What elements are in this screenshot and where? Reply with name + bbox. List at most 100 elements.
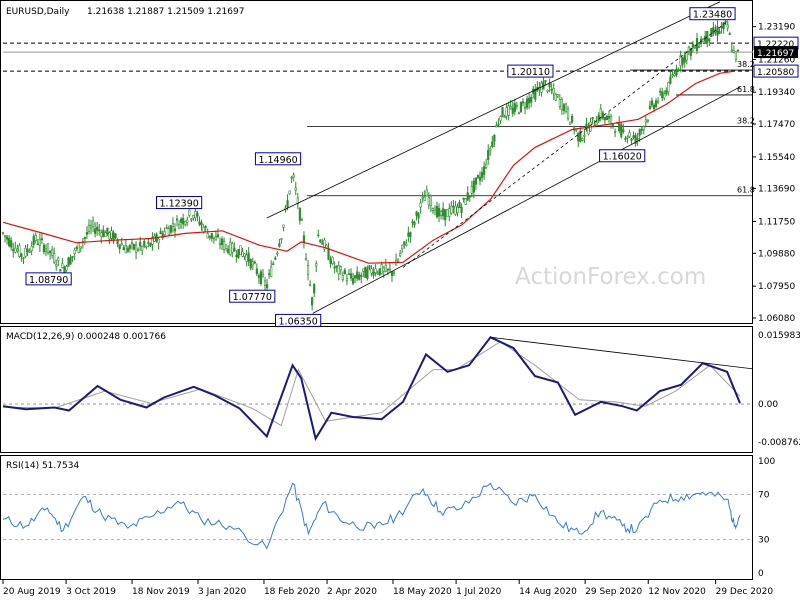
candle-body xyxy=(114,233,117,239)
candle-body xyxy=(564,103,568,112)
candle-body xyxy=(347,273,351,275)
candle-body xyxy=(188,209,191,216)
candle-body xyxy=(622,129,625,132)
macd-axis-label: -0.008762 xyxy=(758,438,800,448)
candle-body xyxy=(409,231,412,238)
candle-body xyxy=(173,228,177,232)
candle-body xyxy=(667,82,670,92)
candle-body xyxy=(374,268,377,273)
candle-body xyxy=(36,243,39,246)
candle-body xyxy=(18,245,21,257)
candle-body xyxy=(118,244,121,249)
candle-body xyxy=(274,257,277,260)
candle-body xyxy=(225,244,228,249)
candle-body xyxy=(697,46,701,48)
candle-body xyxy=(206,233,209,239)
candle-body xyxy=(499,116,502,121)
candle-body xyxy=(659,90,662,93)
candle-body xyxy=(401,244,404,250)
fibonacci-level-label: 38.2 xyxy=(737,117,755,126)
candle-body xyxy=(472,180,475,193)
candle-body xyxy=(671,74,674,77)
candle-body xyxy=(184,221,187,225)
candle-body xyxy=(507,105,510,116)
candle-body xyxy=(587,127,590,135)
candle-body xyxy=(566,108,570,119)
candle-body xyxy=(734,51,738,60)
candle-body xyxy=(503,116,506,119)
candle-body xyxy=(237,249,240,258)
candle-body xyxy=(497,123,500,126)
candle-body xyxy=(726,24,729,29)
price-panel-frame xyxy=(0,0,753,324)
candle-body xyxy=(730,49,733,52)
candle-body xyxy=(476,175,480,178)
candle-body xyxy=(491,141,494,147)
candle-body xyxy=(642,126,645,131)
price-annotation-label: 1.07770 xyxy=(233,292,272,303)
candle-body xyxy=(384,264,387,272)
candle-body xyxy=(333,266,336,269)
date-axis-label: 20 Aug 2019 xyxy=(3,587,61,597)
candle-body xyxy=(261,273,265,277)
candle-body xyxy=(429,195,432,207)
candle-body xyxy=(356,271,359,279)
candle-body xyxy=(313,284,316,294)
candle-body xyxy=(87,224,91,233)
candle-body xyxy=(233,247,236,252)
candle-body xyxy=(605,115,609,121)
candle-body xyxy=(145,245,148,248)
candle-body xyxy=(485,163,488,168)
candle-body xyxy=(636,138,639,140)
candle-body xyxy=(132,243,136,250)
candle-body xyxy=(223,241,226,250)
candle-body xyxy=(249,259,252,269)
candle-body xyxy=(202,226,205,233)
candle-body xyxy=(319,239,322,243)
candle-body xyxy=(177,224,181,229)
price-annotation-box xyxy=(254,152,302,166)
candle-body xyxy=(378,268,381,275)
candle-body xyxy=(349,273,353,279)
candle-body xyxy=(137,249,140,251)
date-axis-label: 18 Feb 2020 xyxy=(264,587,320,597)
candle-body xyxy=(53,253,56,263)
macd-panel-frame xyxy=(0,326,753,453)
candle-body xyxy=(454,205,457,215)
chart-symbol: EURUSD,Daily xyxy=(6,7,70,17)
price-annotation-box xyxy=(507,64,554,78)
candle-body xyxy=(470,186,473,194)
price-panel: 38.2 61.8 38.2 61.8 1.08790 1.12390 1.07770 1.1… xyxy=(1,1,755,327)
candle-body xyxy=(364,267,367,278)
price-annotation-label: 1.20110 xyxy=(511,67,550,78)
candle-body xyxy=(691,43,695,48)
candle-body xyxy=(216,234,220,238)
price-axis-label: 1.23190 xyxy=(758,23,795,33)
candle-body xyxy=(329,259,332,264)
candle-body xyxy=(180,218,183,223)
candle-body xyxy=(562,104,566,111)
candle-body xyxy=(292,174,295,178)
candle-body xyxy=(59,269,62,272)
candle-body xyxy=(106,227,109,235)
candle-body xyxy=(444,209,447,221)
candle-body xyxy=(14,247,17,253)
candle-body xyxy=(263,280,267,286)
candle-body xyxy=(552,88,555,94)
candle-body xyxy=(611,124,615,127)
candle-body xyxy=(579,130,582,142)
candle-body xyxy=(337,265,340,275)
candle-body xyxy=(603,117,606,121)
candle-body xyxy=(253,261,256,264)
candle-body xyxy=(317,234,320,237)
candle-body xyxy=(85,232,89,235)
candle-body xyxy=(167,228,170,236)
candle-body xyxy=(714,30,717,33)
candle-body xyxy=(425,189,428,197)
candle-body xyxy=(104,232,107,238)
level-price-tag xyxy=(753,64,799,78)
candle-body xyxy=(229,241,232,255)
price-annotation-box xyxy=(689,7,736,21)
candle-body xyxy=(630,138,633,141)
candle-body xyxy=(521,101,525,104)
